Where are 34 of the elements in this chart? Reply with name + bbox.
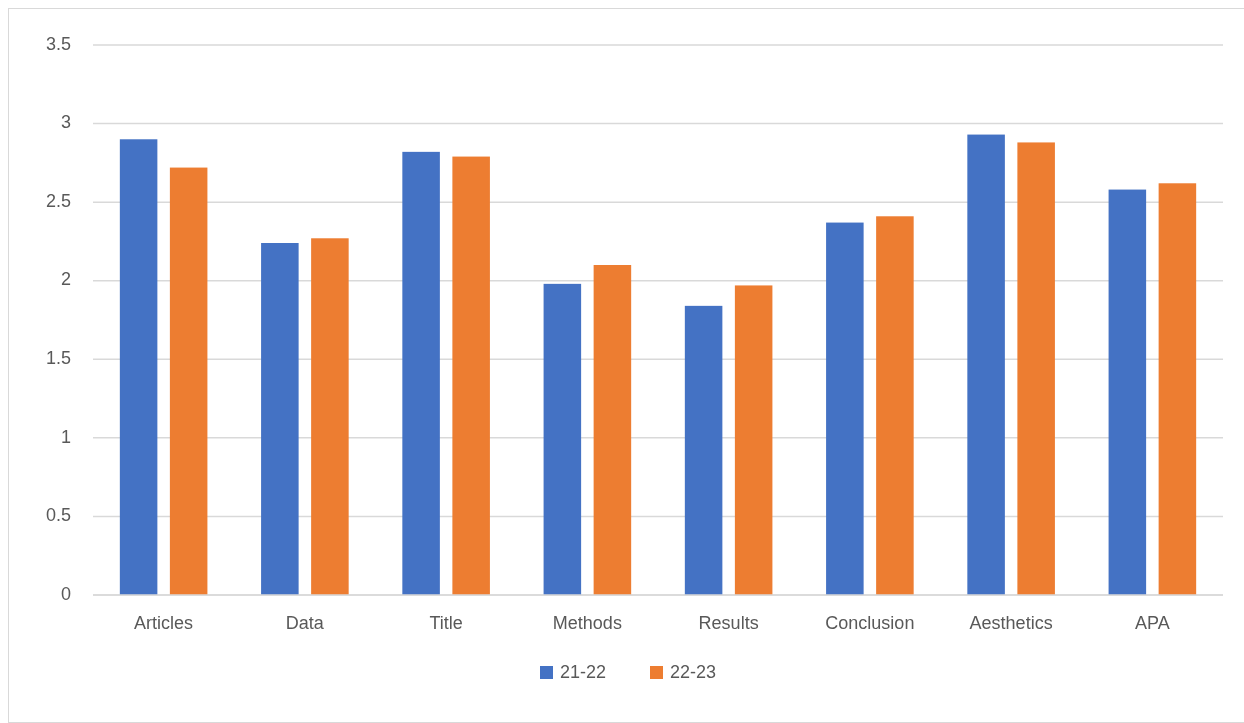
bar xyxy=(593,265,632,595)
bar xyxy=(876,216,914,595)
bar xyxy=(826,222,864,595)
x-tick-label: Results xyxy=(698,613,759,633)
bar xyxy=(261,243,299,595)
y-tick-label: 0.5 xyxy=(45,505,71,526)
x-tick-label: Data xyxy=(285,613,325,633)
y-tick-label: 3.5 xyxy=(45,33,71,54)
y-tick-label: 0 xyxy=(60,583,71,604)
bar xyxy=(734,285,773,595)
y-tick-label: 1 xyxy=(60,426,71,447)
x-tick-label: Aesthetics xyxy=(969,613,1053,633)
bar xyxy=(1108,189,1147,595)
y-tick-label: 2 xyxy=(60,269,71,290)
legend-label: 22-23 xyxy=(670,661,717,682)
x-tick-label: Articles xyxy=(134,613,194,633)
x-tick-label: APA xyxy=(1135,613,1170,633)
x-tick-label: Methods xyxy=(552,613,622,633)
bar xyxy=(402,151,440,595)
x-tick-label: Conclusion xyxy=(825,613,915,633)
bar xyxy=(169,167,208,595)
bar xyxy=(452,156,490,595)
y-tick-label: 2.5 xyxy=(45,190,71,211)
bar xyxy=(119,139,158,595)
x-tick-label: Title xyxy=(429,613,463,633)
bar xyxy=(967,134,1005,595)
y-tick-label: 3 xyxy=(60,112,71,133)
y-tick-label: 1.5 xyxy=(45,348,71,369)
legend-label: 21-22 xyxy=(560,661,607,682)
bar xyxy=(1158,183,1197,595)
bar xyxy=(684,305,723,595)
bar xyxy=(311,238,349,595)
bar xyxy=(543,283,582,595)
bar xyxy=(1017,142,1055,595)
